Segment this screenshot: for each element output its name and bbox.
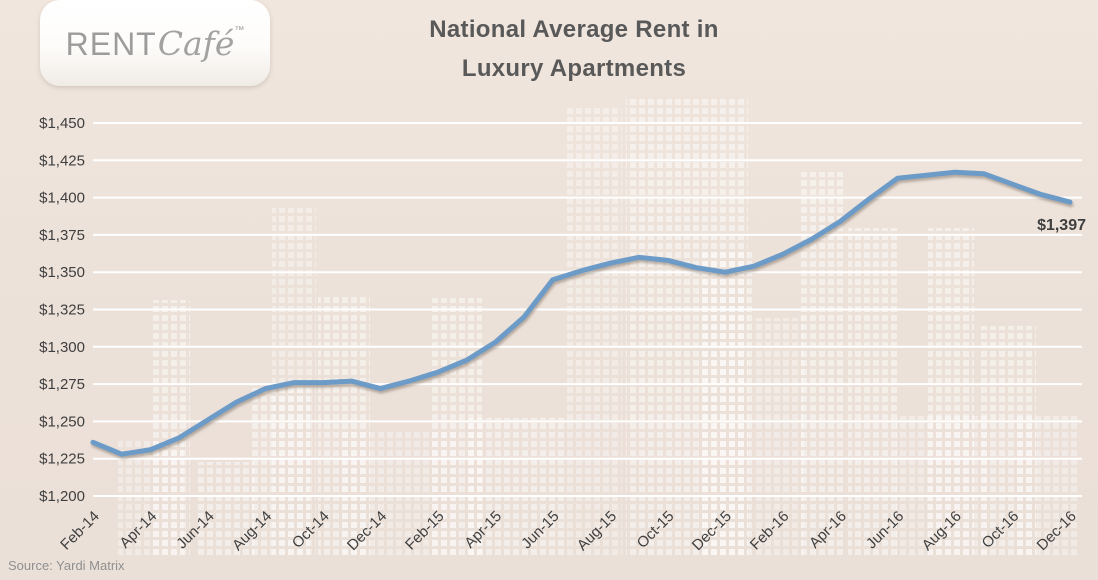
chart-title-line1: National Average Rent in bbox=[429, 16, 719, 43]
y-axis-tick-label: $1,300 bbox=[39, 339, 85, 356]
last-value-label: $1,397 bbox=[1037, 217, 1086, 234]
chart-title-line2: Luxury Apartments bbox=[461, 55, 687, 82]
logo-text-cafe: Café bbox=[157, 24, 235, 63]
building-block bbox=[848, 228, 900, 556]
gridlines bbox=[93, 122, 1082, 497]
building-block bbox=[756, 318, 804, 556]
building-block bbox=[1016, 416, 1078, 556]
rent-series: $1,397 bbox=[90, 169, 1086, 457]
y-axis: $1,200 $1,225 $1,250 $1,275 $1,300 $1,325 $1,3… bbox=[39, 115, 85, 505]
building-block bbox=[800, 172, 844, 556]
building-block bbox=[150, 300, 190, 556]
trademark-symbol: ™ bbox=[234, 25, 245, 36]
source-note: Source: Yardi Matrix bbox=[8, 558, 125, 573]
rentcafe-logo: RENTCafé™ bbox=[40, 0, 270, 86]
y-axis-tick-label: $1,250 bbox=[39, 413, 85, 430]
city-skyline-pattern bbox=[118, 96, 1078, 556]
y-axis-tick-label: $1,375 bbox=[39, 227, 85, 244]
building-block bbox=[566, 108, 622, 556]
chart-title: National Average Rent in Luxury Apartmen… bbox=[324, 10, 824, 88]
y-axis-tick-label: $1,200 bbox=[39, 488, 85, 505]
y-axis-tick-label: $1,325 bbox=[39, 302, 85, 319]
y-axis-tick-label: $1,450 bbox=[39, 115, 85, 132]
y-axis-tick-label: $1,275 bbox=[39, 376, 85, 393]
building-block bbox=[700, 250, 752, 556]
logo-text-rent: RENT bbox=[65, 26, 157, 62]
y-axis-tick-label: $1,425 bbox=[39, 152, 85, 169]
rent-line bbox=[90, 169, 1073, 457]
y-axis-tick-label: $1,400 bbox=[39, 190, 85, 207]
building-block bbox=[928, 228, 974, 556]
x-axis-tick-label: Feb-14 bbox=[57, 508, 103, 554]
y-axis-tick-label: $1,350 bbox=[39, 264, 85, 281]
building-block bbox=[196, 462, 254, 556]
y-axis-tick-label: $1,225 bbox=[39, 451, 85, 468]
building-block bbox=[468, 418, 564, 556]
